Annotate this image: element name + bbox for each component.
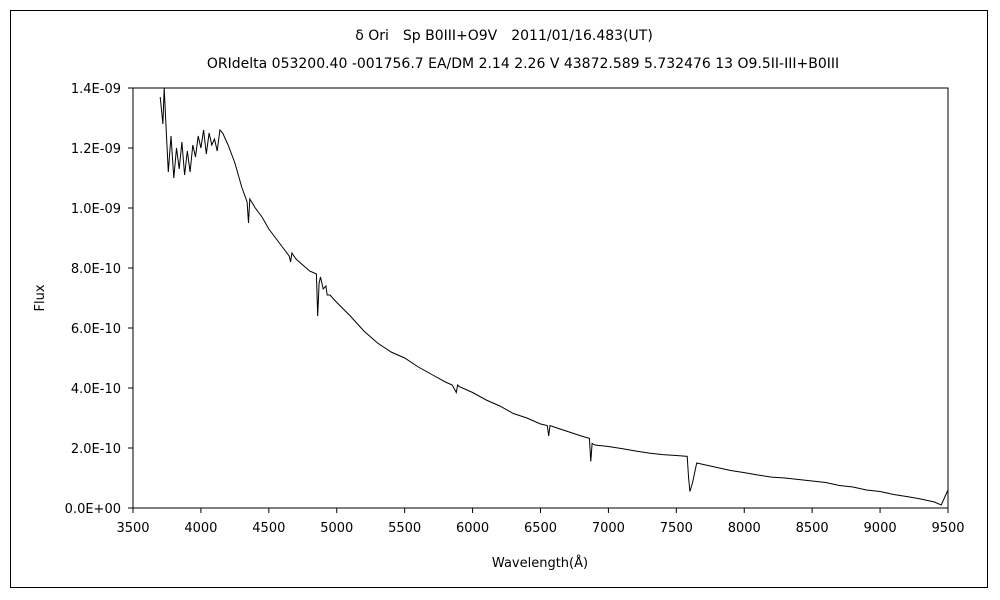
- x-tick-label: 9000: [864, 521, 897, 536]
- x-tick-label: 9500: [931, 521, 964, 536]
- chart-title: δ Ori Sp B0III+O9V 2011/01/16.483(UT): [355, 28, 653, 44]
- x-tick-label: 8000: [728, 521, 761, 536]
- y-tick-label: 0.0E+00: [65, 502, 121, 517]
- y-tick-label: 1.4E-09: [71, 82, 121, 97]
- x-tick-label: 8500: [796, 521, 829, 536]
- x-tick-label: 4500: [252, 521, 285, 536]
- y-tick-label: 8.0E-10: [71, 262, 121, 277]
- y-tick-label: 4.0E-10: [71, 382, 121, 397]
- x-tick-label: 5000: [320, 521, 353, 536]
- x-axis-ticks: 3500 4000 4500 5000 5500 6000 6500 7000 7500 8000…: [116, 508, 965, 536]
- x-axis-label: Wavelength(Å): [492, 555, 588, 571]
- plot-area: [132, 87, 949, 509]
- chart-frame: [10, 10, 988, 588]
- x-tick-label: 3500: [116, 521, 149, 536]
- chart-subtitle: ORIdelta 053200.40 -001756.7 EA/DM 2.14 …: [207, 56, 839, 72]
- y-axis-ticks: 0.0E+00 2.0E-10 4.0E-10 6.0E-10 8.0E-10 1.0E-…: [65, 82, 133, 517]
- x-tick-label: 5500: [388, 521, 421, 536]
- y-tick-label: 1.0E-09: [71, 202, 121, 217]
- y-tick-label: 2.0E-10: [71, 442, 121, 457]
- y-tick-label: 1.2E-09: [71, 142, 121, 157]
- x-tick-label: 6000: [456, 521, 489, 536]
- y-tick-label: 6.0E-10: [71, 322, 121, 337]
- x-tick-label: 4000: [184, 521, 217, 536]
- spectrum-series-line: [159, 87, 949, 506]
- x-tick-label: 6500: [524, 521, 557, 536]
- x-tick-label: 7500: [660, 521, 693, 536]
- y-axis-label: Flux: [33, 284, 48, 311]
- x-tick-label: 7000: [592, 521, 625, 536]
